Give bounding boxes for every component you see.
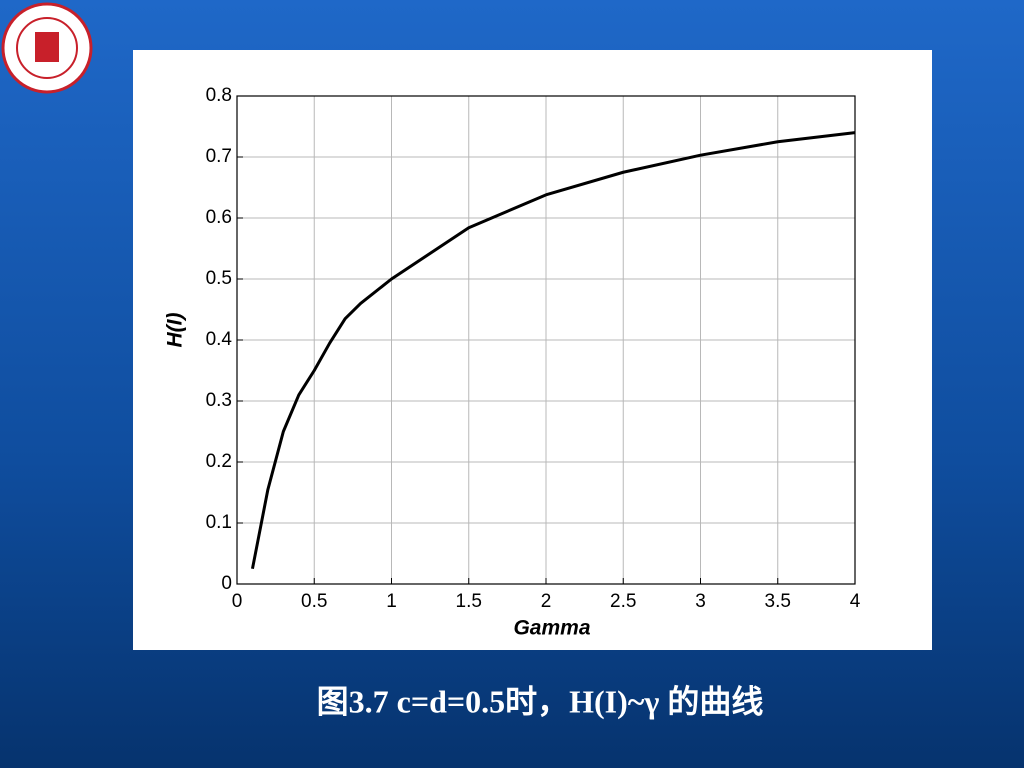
y-axis-label: H(I) [164,313,187,348]
x-tick-label: 2.5 [610,591,636,612]
y-tick-label: 0.4 [206,329,233,350]
plot-panel [133,50,932,650]
y-tick-label: 0.2 [206,451,232,472]
line-series [250,131,856,570]
y-tick-label: 0.1 [206,512,232,533]
x-tick-label: 3 [695,591,706,612]
logo [1,2,93,94]
y-tick-label: 0 [221,573,232,594]
x-tick-label: 3.5 [765,591,791,612]
x-tick-label: 0.5 [301,591,327,612]
x-axis-label: Gamma [513,617,590,640]
y-tick-label: 0.6 [206,207,232,228]
y-tick-label: 0.5 [206,268,232,289]
x-tick-label: 0 [232,591,243,612]
y-tick-label: 0.3 [206,390,232,411]
x-tick-label: 4 [850,591,861,612]
y-tick-label: 0.7 [206,146,232,167]
y-tick-label: 0.8 [206,85,232,106]
plot-frame [236,95,856,585]
x-tick-label: 2 [541,591,552,612]
caption: 图3.7 c=d=0.5时，H(I)~γ 的曲线 [317,683,764,719]
x-tick-label: 1.5 [456,591,482,612]
x-tick-label: 1 [386,591,397,612]
